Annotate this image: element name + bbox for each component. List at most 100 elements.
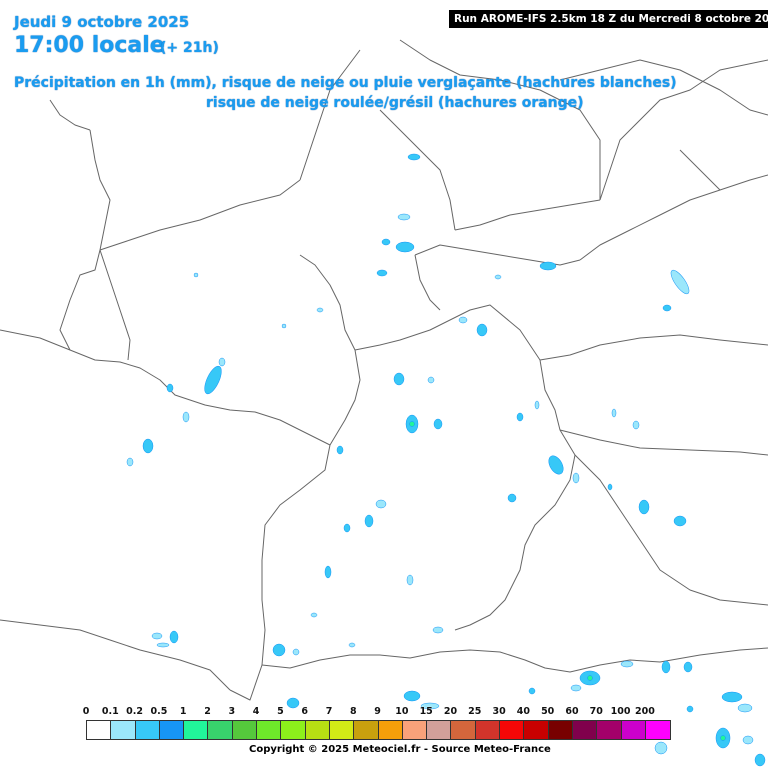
precip-cell bbox=[507, 493, 517, 503]
legend-swatch bbox=[159, 721, 185, 739]
precip-cell bbox=[638, 499, 650, 515]
precip-cell bbox=[406, 574, 414, 586]
precip-cell bbox=[316, 307, 324, 313]
precip-cell bbox=[348, 642, 356, 648]
legend-swatch bbox=[427, 721, 452, 739]
legend-swatch bbox=[184, 721, 209, 739]
precip-cell bbox=[683, 661, 693, 673]
precip-cell bbox=[427, 376, 435, 384]
precip-cell bbox=[376, 269, 388, 277]
precip-cell bbox=[151, 632, 163, 640]
precip-cell bbox=[632, 420, 640, 430]
precip-cell bbox=[126, 457, 134, 467]
legend-swatch bbox=[597, 721, 622, 739]
precip-cell bbox=[670, 269, 690, 295]
precip-cell bbox=[620, 660, 634, 668]
precip-cell bbox=[548, 455, 564, 475]
precip-cell bbox=[409, 421, 415, 427]
precip-cell bbox=[310, 612, 318, 618]
legend-swatch bbox=[572, 721, 598, 739]
precip-cell bbox=[281, 323, 287, 329]
legend-swatch bbox=[475, 721, 501, 739]
precip-cell bbox=[572, 472, 580, 484]
run-info-banner: Run AROME-IFS 2.5km 18 Z du Mercredi 8 o… bbox=[449, 10, 768, 28]
legend-swatch bbox=[329, 721, 355, 739]
map-description-line2: risque de neige roulée/grésil (hachures … bbox=[206, 95, 584, 111]
precip-cell bbox=[737, 703, 753, 713]
precip-cell bbox=[375, 499, 387, 509]
precip-cell bbox=[458, 316, 468, 324]
legend-tick-label: 0 bbox=[82, 706, 90, 717]
precip-cell bbox=[742, 735, 754, 745]
precip-cell bbox=[324, 565, 332, 579]
precip-cell bbox=[686, 705, 694, 713]
legend-tick-label: 0.2 bbox=[126, 706, 144, 717]
precip-cell bbox=[432, 626, 444, 634]
legend-tick-label: 40 bbox=[516, 706, 531, 717]
legend-swatch bbox=[232, 721, 258, 739]
precip-cell bbox=[403, 690, 421, 702]
legend-tick-label: 2 bbox=[204, 706, 211, 717]
map-description-line1: Précipitation en 1h (mm), risque de neig… bbox=[14, 75, 677, 91]
precip-cell bbox=[494, 274, 502, 280]
precip-cell bbox=[156, 642, 170, 648]
precip-cell bbox=[393, 372, 405, 386]
legend-color-scale bbox=[86, 720, 672, 740]
legend-tick-label: 0.1 bbox=[101, 706, 119, 717]
legend-swatch bbox=[208, 721, 233, 739]
precip-cell bbox=[673, 515, 687, 527]
legend-swatch bbox=[451, 721, 476, 739]
precip-cell bbox=[516, 412, 524, 422]
precip-cell bbox=[397, 213, 411, 221]
precip-cell bbox=[611, 408, 617, 418]
legend-tick-label: 100 bbox=[610, 706, 631, 717]
legend-tick-label: 20 bbox=[443, 706, 458, 717]
precip-cell bbox=[218, 357, 226, 367]
legend-swatch bbox=[378, 721, 403, 739]
legend-tick-label: 7 bbox=[325, 706, 333, 717]
forecast-date: Jeudi 9 octobre 2025 bbox=[14, 13, 190, 31]
legend-swatch bbox=[305, 721, 330, 739]
precip-cell bbox=[654, 741, 668, 755]
legend-tick-label: 15 bbox=[419, 706, 433, 717]
legend-tick-label: 9 bbox=[374, 706, 381, 717]
legend-tick-label: 6 bbox=[301, 706, 308, 717]
precip-cell bbox=[166, 383, 174, 393]
precip-cell bbox=[721, 691, 743, 703]
legend-swatch bbox=[500, 721, 525, 739]
border-lines bbox=[0, 39, 768, 701]
legend-tick-label: 30 bbox=[492, 706, 506, 717]
legend-swatch bbox=[135, 721, 160, 739]
legend-tick-label: 8 bbox=[349, 706, 357, 717]
precip-cell bbox=[754, 753, 766, 767]
precip-cell bbox=[407, 153, 421, 161]
legend-tick-label: 25 bbox=[468, 706, 482, 717]
legend-tick-label: 50 bbox=[541, 706, 555, 717]
precip-cell bbox=[169, 630, 179, 644]
precip-cell bbox=[534, 400, 540, 410]
legend-tick-label: 3 bbox=[228, 706, 236, 717]
legend-swatch bbox=[354, 721, 379, 739]
precip-cell bbox=[381, 238, 391, 246]
precip-cell bbox=[292, 648, 300, 656]
precip-cell bbox=[193, 272, 199, 278]
legend-swatch bbox=[402, 721, 428, 739]
precip-cell bbox=[433, 418, 443, 430]
legend-tick-label: 200 bbox=[634, 706, 655, 717]
legend-tick-label: 10 bbox=[395, 706, 409, 717]
copyright-notice: Copyright © 2025 Meteociel.fr - Source M… bbox=[249, 744, 551, 755]
legend-tick-label: 1 bbox=[179, 706, 187, 717]
legend-tick-label: 60 bbox=[565, 706, 579, 717]
forecast-time: 17:00 locale bbox=[14, 33, 165, 58]
precip-cell bbox=[395, 241, 415, 253]
legend-swatch bbox=[87, 721, 112, 739]
precip-cell bbox=[420, 702, 440, 710]
legend-tick-label: 4 bbox=[252, 706, 260, 717]
legend-tick-label: 5 bbox=[277, 706, 284, 717]
legend-swatch bbox=[257, 721, 282, 739]
legend-swatch bbox=[111, 721, 136, 739]
precip-cell bbox=[587, 675, 593, 681]
legend-swatch bbox=[645, 721, 671, 739]
legend-swatch bbox=[281, 721, 306, 739]
